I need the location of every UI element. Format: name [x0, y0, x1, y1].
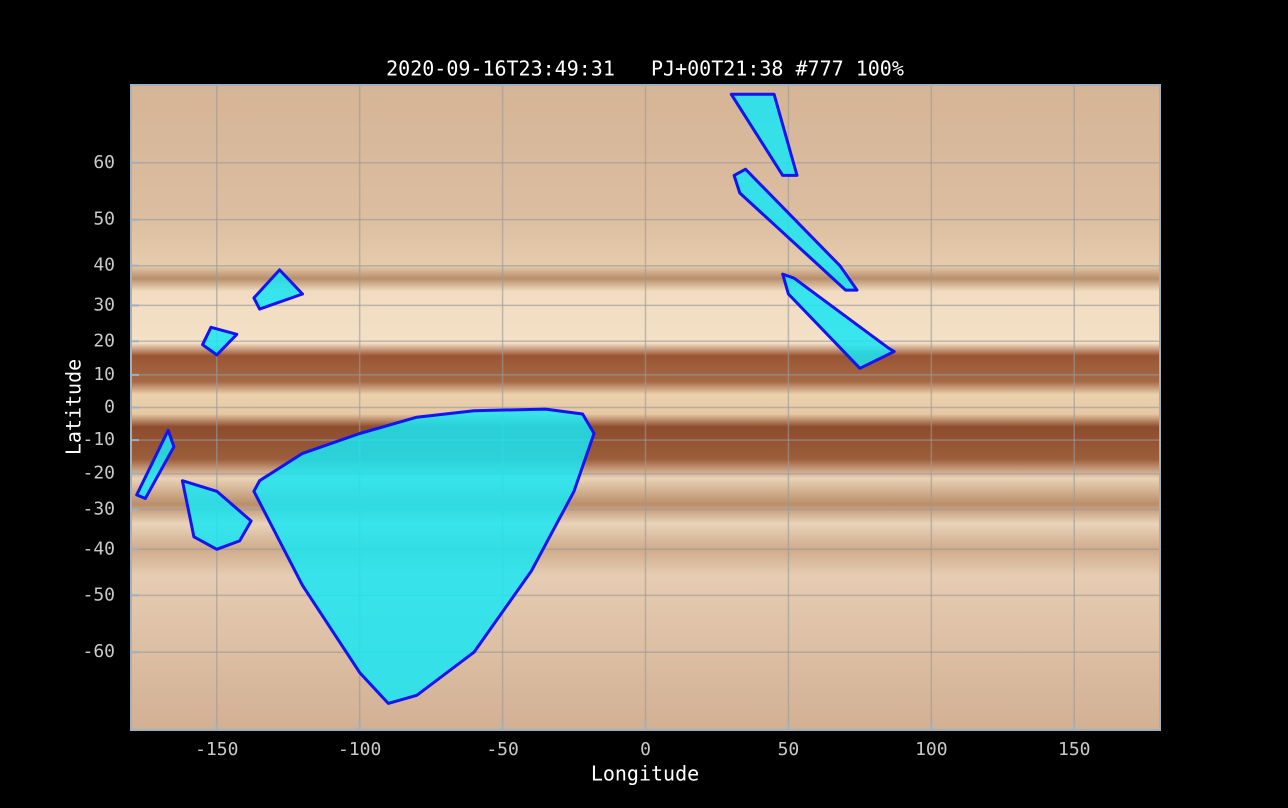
x-tick-label: -50: [486, 739, 519, 760]
footprint: [781, 272, 896, 370]
footprint: [135, 428, 176, 500]
y-tick-label: -20: [82, 463, 115, 484]
y-tick-label: 20: [93, 330, 115, 351]
x-axis-label: Longitude: [591, 762, 699, 786]
y-tick-label: -40: [82, 538, 115, 559]
x-tick-label: 100: [915, 739, 948, 760]
y-tick-label: 40: [93, 255, 115, 276]
x-tick-label: 50: [778, 739, 800, 760]
y-tick-label: 30: [93, 294, 115, 315]
y-axis-label: Latitude: [62, 359, 86, 455]
y-tick-label: -50: [82, 584, 115, 605]
footprint: [201, 325, 239, 357]
y-tick-label: -30: [82, 499, 115, 520]
y-tick-label: 60: [93, 152, 115, 173]
chart-title: 2020-09-16T23:49:31 PJ+00T21:38 #777 100…: [386, 57, 904, 81]
x-tick-label: -150: [195, 739, 238, 760]
x-tick-label: -100: [338, 739, 381, 760]
footprints: [135, 92, 896, 705]
y-tick-label: -10: [82, 429, 115, 450]
footprint: [252, 407, 596, 705]
y-tick-label: 10: [93, 364, 115, 385]
grid: [131, 85, 1160, 730]
footprint: [180, 479, 253, 551]
footprint: [732, 167, 859, 292]
x-tick-label: 0: [640, 739, 651, 760]
footprint: [252, 268, 304, 311]
footprint: [729, 92, 799, 177]
x-tick-label: 150: [1058, 739, 1091, 760]
y-tick-label: -60: [82, 641, 115, 662]
y-tick-label: 50: [93, 209, 115, 230]
y-tick-label: 0: [104, 397, 115, 418]
